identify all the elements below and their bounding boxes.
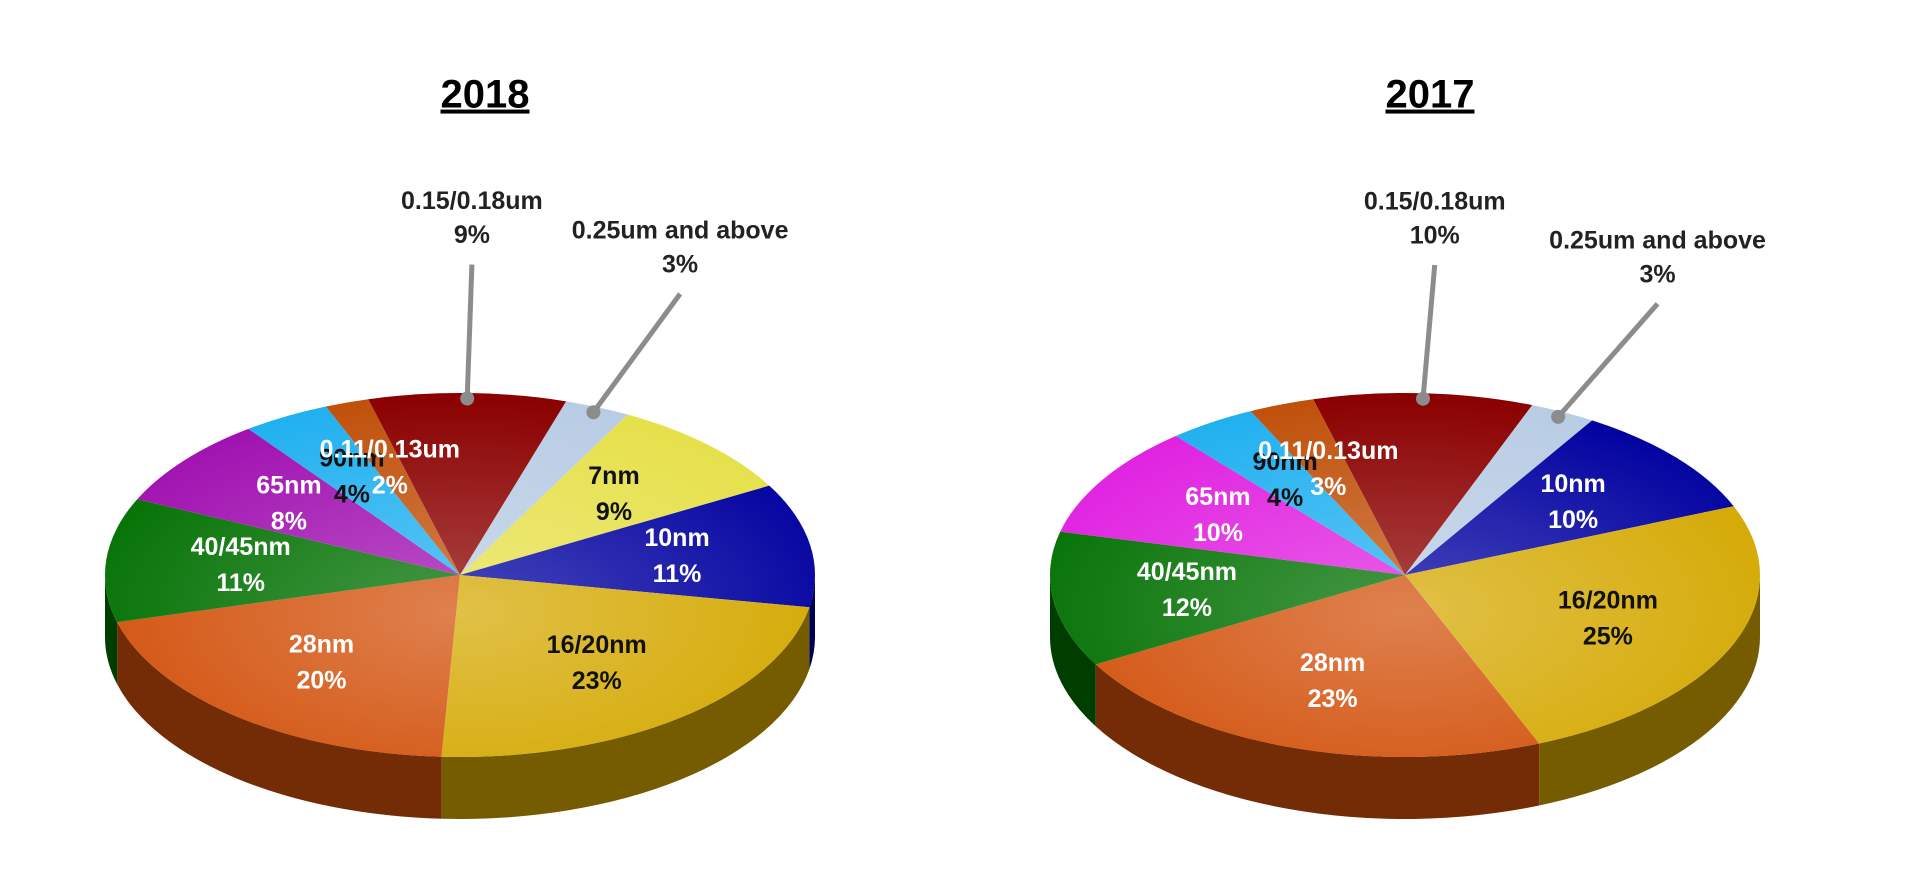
slice-value: 10%: [1410, 222, 1460, 250]
slice-value: 10%: [1548, 506, 1598, 534]
slice-value: 4%: [1267, 484, 1303, 512]
slice-label: 65nm: [256, 472, 321, 500]
slice-label: 7nm: [588, 462, 639, 490]
slice-value: 20%: [296, 666, 346, 694]
slice-label: 0.15/0.18um: [401, 187, 543, 215]
slice-label: 0.25um and above: [1549, 226, 1766, 254]
slice-value: 11%: [653, 560, 702, 588]
chart-title: 2018: [441, 73, 530, 117]
slice-value: 2%: [372, 472, 408, 500]
slice-side: [117, 622, 442, 819]
slice-value: 3%: [1639, 260, 1675, 288]
leader-dot: [1416, 391, 1431, 406]
slice-label: 0.11/0.13um: [1258, 437, 1398, 465]
leader-line: [591, 292, 683, 414]
leader-dot: [586, 405, 601, 420]
slice-value: 10%: [1193, 519, 1243, 547]
slice-label: 90nm: [319, 444, 384, 472]
slice-label: 0.25um and above: [572, 216, 789, 244]
slice-side: [1095, 664, 1540, 819]
slice-value: 23%: [572, 667, 622, 695]
slice-label: 28nm: [1300, 649, 1365, 677]
slice-value: 25%: [1583, 622, 1633, 650]
slice-label: 40/45nm: [191, 533, 291, 561]
leader-line: [464, 264, 475, 399]
slice-label: 28nm: [289, 630, 354, 658]
slice-label: 90nm: [1252, 448, 1317, 476]
leader-dot: [460, 391, 475, 406]
pie: 0.15/0.18um 9% 0.25um and above 3% 7nm 9% 10nm…: [104, 187, 815, 819]
leader-line: [1420, 264, 1438, 399]
slice-value: 3%: [662, 250, 698, 278]
slice-value: 11%: [216, 569, 265, 597]
slice-value: 9%: [596, 498, 632, 526]
slice-label: 10nm: [1540, 470, 1605, 498]
slice-value: 3%: [1310, 473, 1346, 501]
slice-value: 23%: [1308, 685, 1358, 713]
chart-title: 2017: [1386, 73, 1475, 117]
slice-label: 10nm: [644, 524, 709, 552]
slice-label: 40/45nm: [1137, 558, 1237, 586]
pie: 0.15/0.18um 10% 0.25um and above 3% 10nm 10% 1…: [1050, 188, 1766, 819]
slice-value: 9%: [454, 221, 490, 249]
leader-dot: [1551, 409, 1566, 424]
slice-value: 12%: [1162, 594, 1212, 622]
slice-label: 16/20nm: [547, 631, 647, 659]
slice-side: [441, 607, 810, 819]
slice-value: 4%: [334, 480, 370, 508]
slice-label: 16/20nm: [1558, 586, 1658, 614]
slice-label: 0.15/0.18um: [1364, 188, 1506, 216]
slice-label: 65nm: [1185, 483, 1250, 511]
leader-line: [1556, 302, 1660, 419]
slice-value: 8%: [271, 508, 307, 536]
slice-label: 0.11/0.13um: [320, 436, 460, 464]
